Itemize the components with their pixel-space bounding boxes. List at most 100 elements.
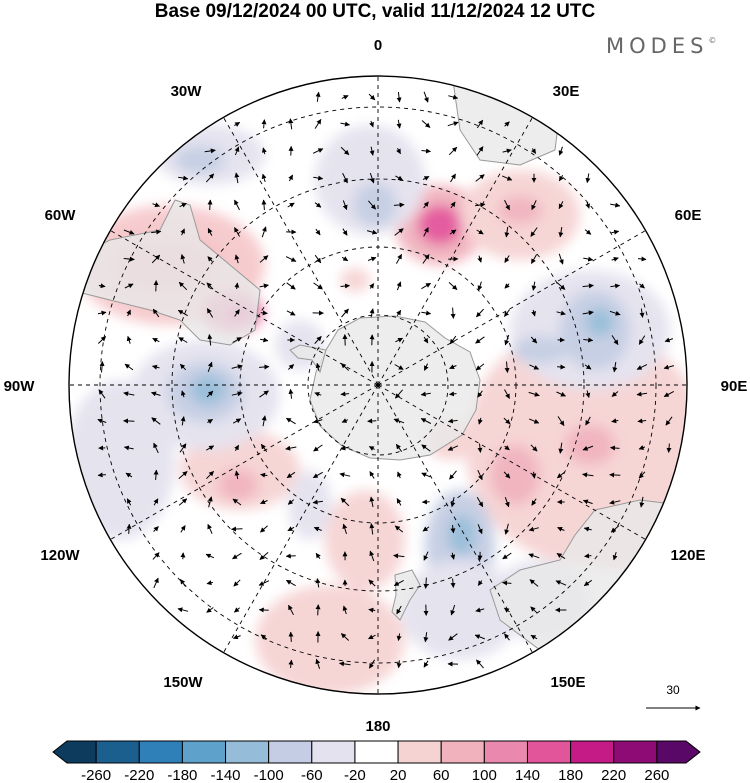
wind-vector-arrow <box>234 444 240 452</box>
wind-vector-arrow <box>609 499 621 505</box>
wind-vector-arrow <box>177 607 189 613</box>
wind-vector-arrow <box>207 199 213 211</box>
wind-vector-arrow <box>396 605 402 615</box>
wind-vector-arrow <box>610 202 621 208</box>
wind-vector-arrow <box>312 148 324 154</box>
wind-vector-arrow <box>476 146 484 156</box>
wind-vector-arrow <box>638 471 646 479</box>
wind-vector-arrow <box>340 283 350 289</box>
wind-vector-arrow <box>312 471 323 479</box>
wind-vector-arrow <box>502 552 512 560</box>
wind-vector-arrow <box>448 633 458 641</box>
wind-vector-arrow <box>449 229 457 235</box>
wind-vector-arrow <box>449 335 457 345</box>
wind-vector-arrow <box>475 174 485 182</box>
wind-vector-arrow <box>369 496 375 508</box>
wind-vector-arrow <box>393 553 405 559</box>
wind-vector-arrow <box>612 362 618 373</box>
wind-vector-arrow <box>313 282 323 290</box>
wind-vector-arrow <box>153 442 159 454</box>
wind-vector-arrow <box>151 391 161 397</box>
wind-vector-arrow <box>179 443 187 453</box>
wind-vector-arrow <box>341 256 349 262</box>
wind-vector-arrow <box>584 364 592 370</box>
wind-vector-arrow <box>585 390 591 398</box>
wind-vector-arrow <box>423 91 429 103</box>
wind-vector-arrow <box>125 472 133 478</box>
wind-vector-arrow <box>504 334 510 346</box>
brand-mark: © <box>708 36 717 45</box>
wind-vector-arrow <box>285 256 297 262</box>
brand-text: MODES <box>606 34 709 58</box>
wind-vector-arrow <box>261 199 267 211</box>
wind-vector-arrow <box>97 336 107 344</box>
wind-vector-arrow <box>663 390 675 398</box>
wind-vector-arrow <box>528 553 540 559</box>
wind-vector-arrow <box>179 363 187 371</box>
wind-vector-arrow <box>287 526 295 532</box>
antarctica-land <box>309 315 481 461</box>
colorbar-swatch <box>440 740 485 764</box>
wind-vector-arrow <box>234 121 241 127</box>
wind-vector-arrow <box>503 607 510 613</box>
colorbar-swatch <box>526 740 572 764</box>
wind-vector-arrow <box>153 498 159 506</box>
wind-vector-arrow <box>258 607 269 613</box>
wind-vector-arrow <box>261 147 267 155</box>
wind-vector-arrow <box>611 256 619 262</box>
wind-vector-arrow <box>152 552 160 560</box>
wind-vector-arrow <box>556 552 566 560</box>
wind-vector-arrow <box>123 391 135 397</box>
wind-vector-arrow <box>153 469 159 480</box>
wind-vector-arrow <box>205 173 215 183</box>
wind-vector-arrow <box>123 229 135 235</box>
wind-vector-arrow <box>153 526 159 532</box>
wind-vector-arrow <box>396 309 402 316</box>
wind-vector-arrow <box>126 523 132 534</box>
wind-vector-arrow <box>475 336 485 344</box>
wind-vector-arrow <box>342 200 348 211</box>
colorbar-labels: -260 -220 -180 -140 -100 -60 -20 20 60 100 140 180 2… <box>81 767 669 783</box>
wind-vector-arrow <box>585 173 591 184</box>
reference-vector: 30 <box>646 683 701 711</box>
wind-vector-arrow <box>234 254 240 264</box>
wind-vector-arrow <box>450 201 456 209</box>
wind-vector-arrow <box>450 307 456 319</box>
wind-vector-arrow <box>231 364 243 370</box>
wind-vector-arrow <box>285 579 296 587</box>
colorbar-tick-label: -180 <box>167 767 197 783</box>
wind-vector-arrow <box>234 227 240 237</box>
wind-vector-arrow <box>395 443 403 452</box>
wind-vector-arrow <box>205 553 215 559</box>
wind-vector-arrow <box>557 364 566 370</box>
colorbar-tick-label: -100 <box>254 767 284 783</box>
wind-vector-arrow <box>180 254 186 264</box>
wind-vector-arrow <box>151 229 162 235</box>
wind-vector-arrow <box>179 202 187 208</box>
wind-vector-arrow <box>504 361 510 373</box>
wind-vector-arrow <box>285 445 297 451</box>
wind-vector-arrow <box>234 172 240 184</box>
wind-vector-arrow <box>288 659 294 668</box>
colorbar-swatch <box>138 740 183 764</box>
wind-vector-arrow <box>530 634 538 640</box>
wind-vector-arrow <box>206 470 214 480</box>
wind-vector-arrow <box>258 580 270 586</box>
wind-vector-arrow <box>558 146 564 156</box>
wind-vector-arrow <box>287 202 295 208</box>
wind-vector-arrow <box>368 446 375 451</box>
wind-vector-arrow <box>504 283 510 289</box>
wind-vector-arrow <box>314 118 322 129</box>
wind-vector-arrow <box>396 633 402 641</box>
wind-vector-arrow <box>368 634 376 640</box>
wind-vector-arrow <box>204 148 216 154</box>
wind-vector-arrow <box>340 146 350 156</box>
wind-vector-arrow <box>450 604 456 616</box>
wind-vector-arrow <box>422 254 430 264</box>
wind-vector-arrow <box>315 362 321 371</box>
wind-vector-arrow <box>286 282 296 290</box>
wind-vector-arrow <box>448 282 458 290</box>
wind-vector-arrow <box>206 445 215 451</box>
wind-vector-arrow <box>207 523 213 534</box>
wind-vector-arrow <box>123 445 134 451</box>
